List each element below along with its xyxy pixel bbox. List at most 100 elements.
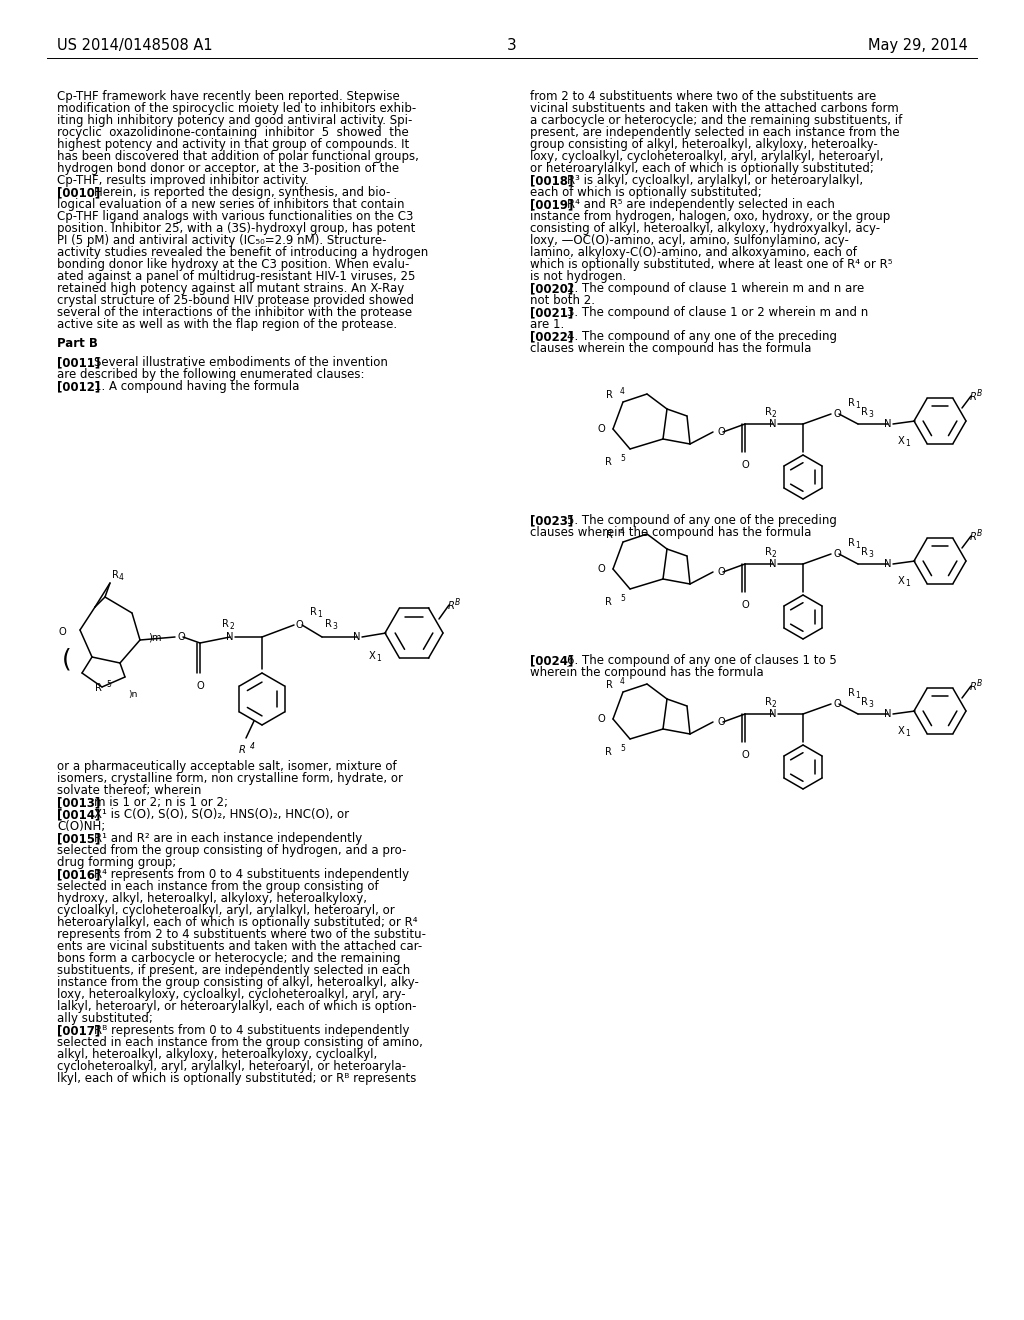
Text: position. Inhibitor 25, with a (3S)-hydroxyl group, has potent: position. Inhibitor 25, with a (3S)-hydr… — [57, 222, 416, 235]
Text: R: R — [970, 532, 977, 543]
Text: 5: 5 — [620, 454, 625, 463]
Text: 1: 1 — [317, 610, 322, 619]
Text: 3: 3 — [868, 411, 872, 418]
Text: present, are independently selected in each instance from the: present, are independently selected in e… — [530, 125, 900, 139]
Text: alkyl, heteroalkyl, alkyloxy, heteroalkyloxy, cycloalkyl,: alkyl, heteroalkyl, alkyloxy, heteroalky… — [57, 1048, 377, 1061]
Text: hydrogen bond donor or acceptor, at the 3-position of the: hydrogen bond donor or acceptor, at the … — [57, 162, 399, 176]
Text: R: R — [605, 747, 612, 756]
Text: wherein the compound has the formula: wherein the compound has the formula — [530, 667, 764, 678]
Text: O: O — [741, 601, 749, 610]
Text: [0014]: [0014] — [57, 808, 100, 821]
Text: from 2 to 4 substituents where two of the substituents are: from 2 to 4 substituents where two of th… — [530, 90, 877, 103]
Text: Part B: Part B — [57, 337, 98, 350]
Text: X: X — [898, 576, 905, 586]
Text: cycloheteroalkyl, aryl, arylalkyl, heteroaryl, or heteroaryla-: cycloheteroalkyl, aryl, arylalkyl, heter… — [57, 1060, 407, 1073]
Text: R¹ and R² are in each instance independently: R¹ and R² are in each instance independe… — [94, 832, 361, 845]
Text: N: N — [885, 418, 892, 429]
Text: [0023]: [0023] — [530, 513, 573, 527]
Text: m is 1 or 2; n is 1 or 2;: m is 1 or 2; n is 1 or 2; — [94, 796, 227, 809]
Text: R: R — [861, 697, 868, 708]
Text: R: R — [606, 389, 613, 400]
Text: has been discovered that addition of polar functional groups,: has been discovered that addition of pol… — [57, 150, 419, 162]
Text: ally substituted;: ally substituted; — [57, 1012, 153, 1026]
Text: 4: 4 — [620, 387, 625, 396]
Text: [0011]: [0011] — [57, 356, 100, 370]
Text: a carbocycle or heterocycle; and the remaining substituents, if: a carbocycle or heterocycle; and the rem… — [530, 114, 902, 127]
Text: Several illustrative embodiments of the invention: Several illustrative embodiments of the … — [94, 356, 387, 370]
Text: 3: 3 — [332, 622, 337, 631]
Text: 3. The compound of clause 1 or 2 wherein m and n: 3. The compound of clause 1 or 2 wherein… — [566, 306, 868, 319]
Text: [0018]: [0018] — [530, 174, 573, 187]
Text: lamino, alkyloxy-C(O)-amino, and alkoxyamino, each of: lamino, alkyloxy-C(O)-amino, and alkoxya… — [530, 246, 857, 259]
Text: R: R — [861, 407, 868, 417]
Text: R: R — [222, 619, 229, 630]
Text: N: N — [885, 558, 892, 569]
Text: X¹ is C(O), S(O), S(O)₂, HNS(O)₂, HNC(O), or: X¹ is C(O), S(O), S(O)₂, HNS(O)₂, HNC(O)… — [94, 808, 349, 821]
Text: consisting of alkyl, heteroalkyl, alkyloxy, hydroxyalkyl, acy-: consisting of alkyl, heteroalkyl, alkylo… — [530, 222, 880, 235]
Text: loxy, heteroalkyloxy, cycloalkyl, cycloheteroalkyl, aryl, ary-: loxy, heteroalkyloxy, cycloalkyl, cycloh… — [57, 987, 406, 1001]
Text: retained high potency against all mutant strains. An X-Ray: retained high potency against all mutant… — [57, 282, 404, 294]
Text: ated against a panel of multidrug-resistant HIV-1 viruses, 25: ated against a panel of multidrug-resist… — [57, 271, 416, 282]
Text: May 29, 2014: May 29, 2014 — [868, 38, 968, 53]
Text: X: X — [898, 436, 905, 446]
Text: R³ is alkyl, cycloalkyl, arylalkyl, or heteroarylalkyl,: R³ is alkyl, cycloalkyl, arylalkyl, or h… — [566, 174, 863, 187]
Text: [0016]: [0016] — [57, 869, 100, 880]
Text: 4: 4 — [620, 527, 625, 536]
Text: [0019]: [0019] — [530, 198, 573, 211]
Text: 2: 2 — [772, 700, 777, 709]
Text: cycloalkyl, cycloheteroalkyl, aryl, arylalkyl, heteroaryl, or: cycloalkyl, cycloheteroalkyl, aryl, aryl… — [57, 904, 394, 917]
Text: R: R — [765, 697, 772, 708]
Text: solvate thereof; wherein: solvate thereof; wherein — [57, 784, 202, 797]
Text: R: R — [325, 619, 332, 630]
Text: N: N — [353, 632, 360, 642]
Text: represents from 2 to 4 substituents where two of the substitu-: represents from 2 to 4 substituents wher… — [57, 928, 426, 941]
Text: substituents, if present, are independently selected in each: substituents, if present, are independen… — [57, 964, 411, 977]
Text: modification of the spirocyclic moiety led to inhibitors exhib-: modification of the spirocyclic moiety l… — [57, 102, 416, 115]
Text: are 1.: are 1. — [530, 318, 564, 331]
Text: 5: 5 — [106, 680, 111, 689]
Text: R: R — [239, 744, 246, 755]
Text: loxy, —OC(O)-amino, acyl, amino, sulfonylamino, acy-: loxy, —OC(O)-amino, acyl, amino, sulfony… — [530, 234, 849, 247]
Text: R: R — [970, 682, 977, 692]
Text: each of which is optionally substituted;: each of which is optionally substituted; — [530, 186, 762, 199]
Text: R⁴ represents from 0 to 4 substituents independently: R⁴ represents from 0 to 4 substituents i… — [94, 869, 409, 880]
Text: selected in each instance from the group consisting of: selected in each instance from the group… — [57, 880, 379, 894]
Text: 4: 4 — [250, 742, 255, 751]
Text: 4: 4 — [620, 677, 625, 686]
Text: 1: 1 — [376, 653, 381, 663]
Text: heteroarylalkyl, each of which is optionally substituted; or R⁴: heteroarylalkyl, each of which is option… — [57, 916, 418, 929]
Text: [0021]: [0021] — [530, 306, 573, 319]
Text: N: N — [769, 709, 777, 719]
Text: 1. A compound having the formula: 1. A compound having the formula — [94, 380, 299, 393]
Text: iting high inhibitory potency and good antiviral activity. Spi-: iting high inhibitory potency and good a… — [57, 114, 413, 127]
Text: drug forming group;: drug forming group; — [57, 855, 176, 869]
Text: [0015]: [0015] — [57, 832, 100, 845]
Text: O: O — [597, 564, 605, 574]
Text: several of the interactions of the inhibitor with the protease: several of the interactions of the inhib… — [57, 306, 412, 319]
Text: R: R — [94, 682, 101, 693]
Text: bons form a carbocycle or heterocycle; and the remaining: bons form a carbocycle or heterocycle; a… — [57, 952, 400, 965]
Text: instance from hydrogen, halogen, oxo, hydroxy, or the group: instance from hydrogen, halogen, oxo, hy… — [530, 210, 890, 223]
Text: ents are vicinal substituents and taken with the attached car-: ents are vicinal substituents and taken … — [57, 940, 422, 953]
Text: B: B — [977, 529, 982, 539]
Text: clauses wherein the compound has the formula: clauses wherein the compound has the for… — [530, 342, 811, 355]
Text: O: O — [717, 717, 725, 727]
Text: O: O — [834, 549, 842, 558]
Text: B: B — [455, 598, 460, 607]
Text: [0017]: [0017] — [57, 1024, 100, 1038]
Text: is not hydrogen.: is not hydrogen. — [530, 271, 627, 282]
Text: bonding donor like hydroxy at the C3 position. When evalu-: bonding donor like hydroxy at the C3 pos… — [57, 257, 410, 271]
Text: crystal structure of 25-bound HIV protease provided showed: crystal structure of 25-bound HIV protea… — [57, 294, 414, 308]
Text: Cp-THF ligand analogs with various functionalities on the C3: Cp-THF ligand analogs with various funct… — [57, 210, 414, 223]
Text: lkyl, each of which is optionally substituted; or Rᴮ represents: lkyl, each of which is optionally substi… — [57, 1072, 417, 1085]
Text: Cp-THF, results improved inhibitor activity.: Cp-THF, results improved inhibitor activ… — [57, 174, 309, 187]
Text: C(O)NH;: C(O)NH; — [57, 820, 105, 833]
Text: isomers, crystalline form, non crystalline form, hydrate, or: isomers, crystalline form, non crystalli… — [57, 772, 403, 785]
Text: selected in each instance from the group consisting of amino,: selected in each instance from the group… — [57, 1036, 423, 1049]
Text: R: R — [848, 399, 855, 408]
Text: N: N — [769, 558, 777, 569]
Text: R: R — [605, 597, 612, 607]
Text: not both 2.: not both 2. — [530, 294, 595, 308]
Text: R: R — [449, 601, 455, 611]
Text: rocyclic  oxazolidinone-containing  inhibitor  5  showed  the: rocyclic oxazolidinone-containing inhibi… — [57, 125, 409, 139]
